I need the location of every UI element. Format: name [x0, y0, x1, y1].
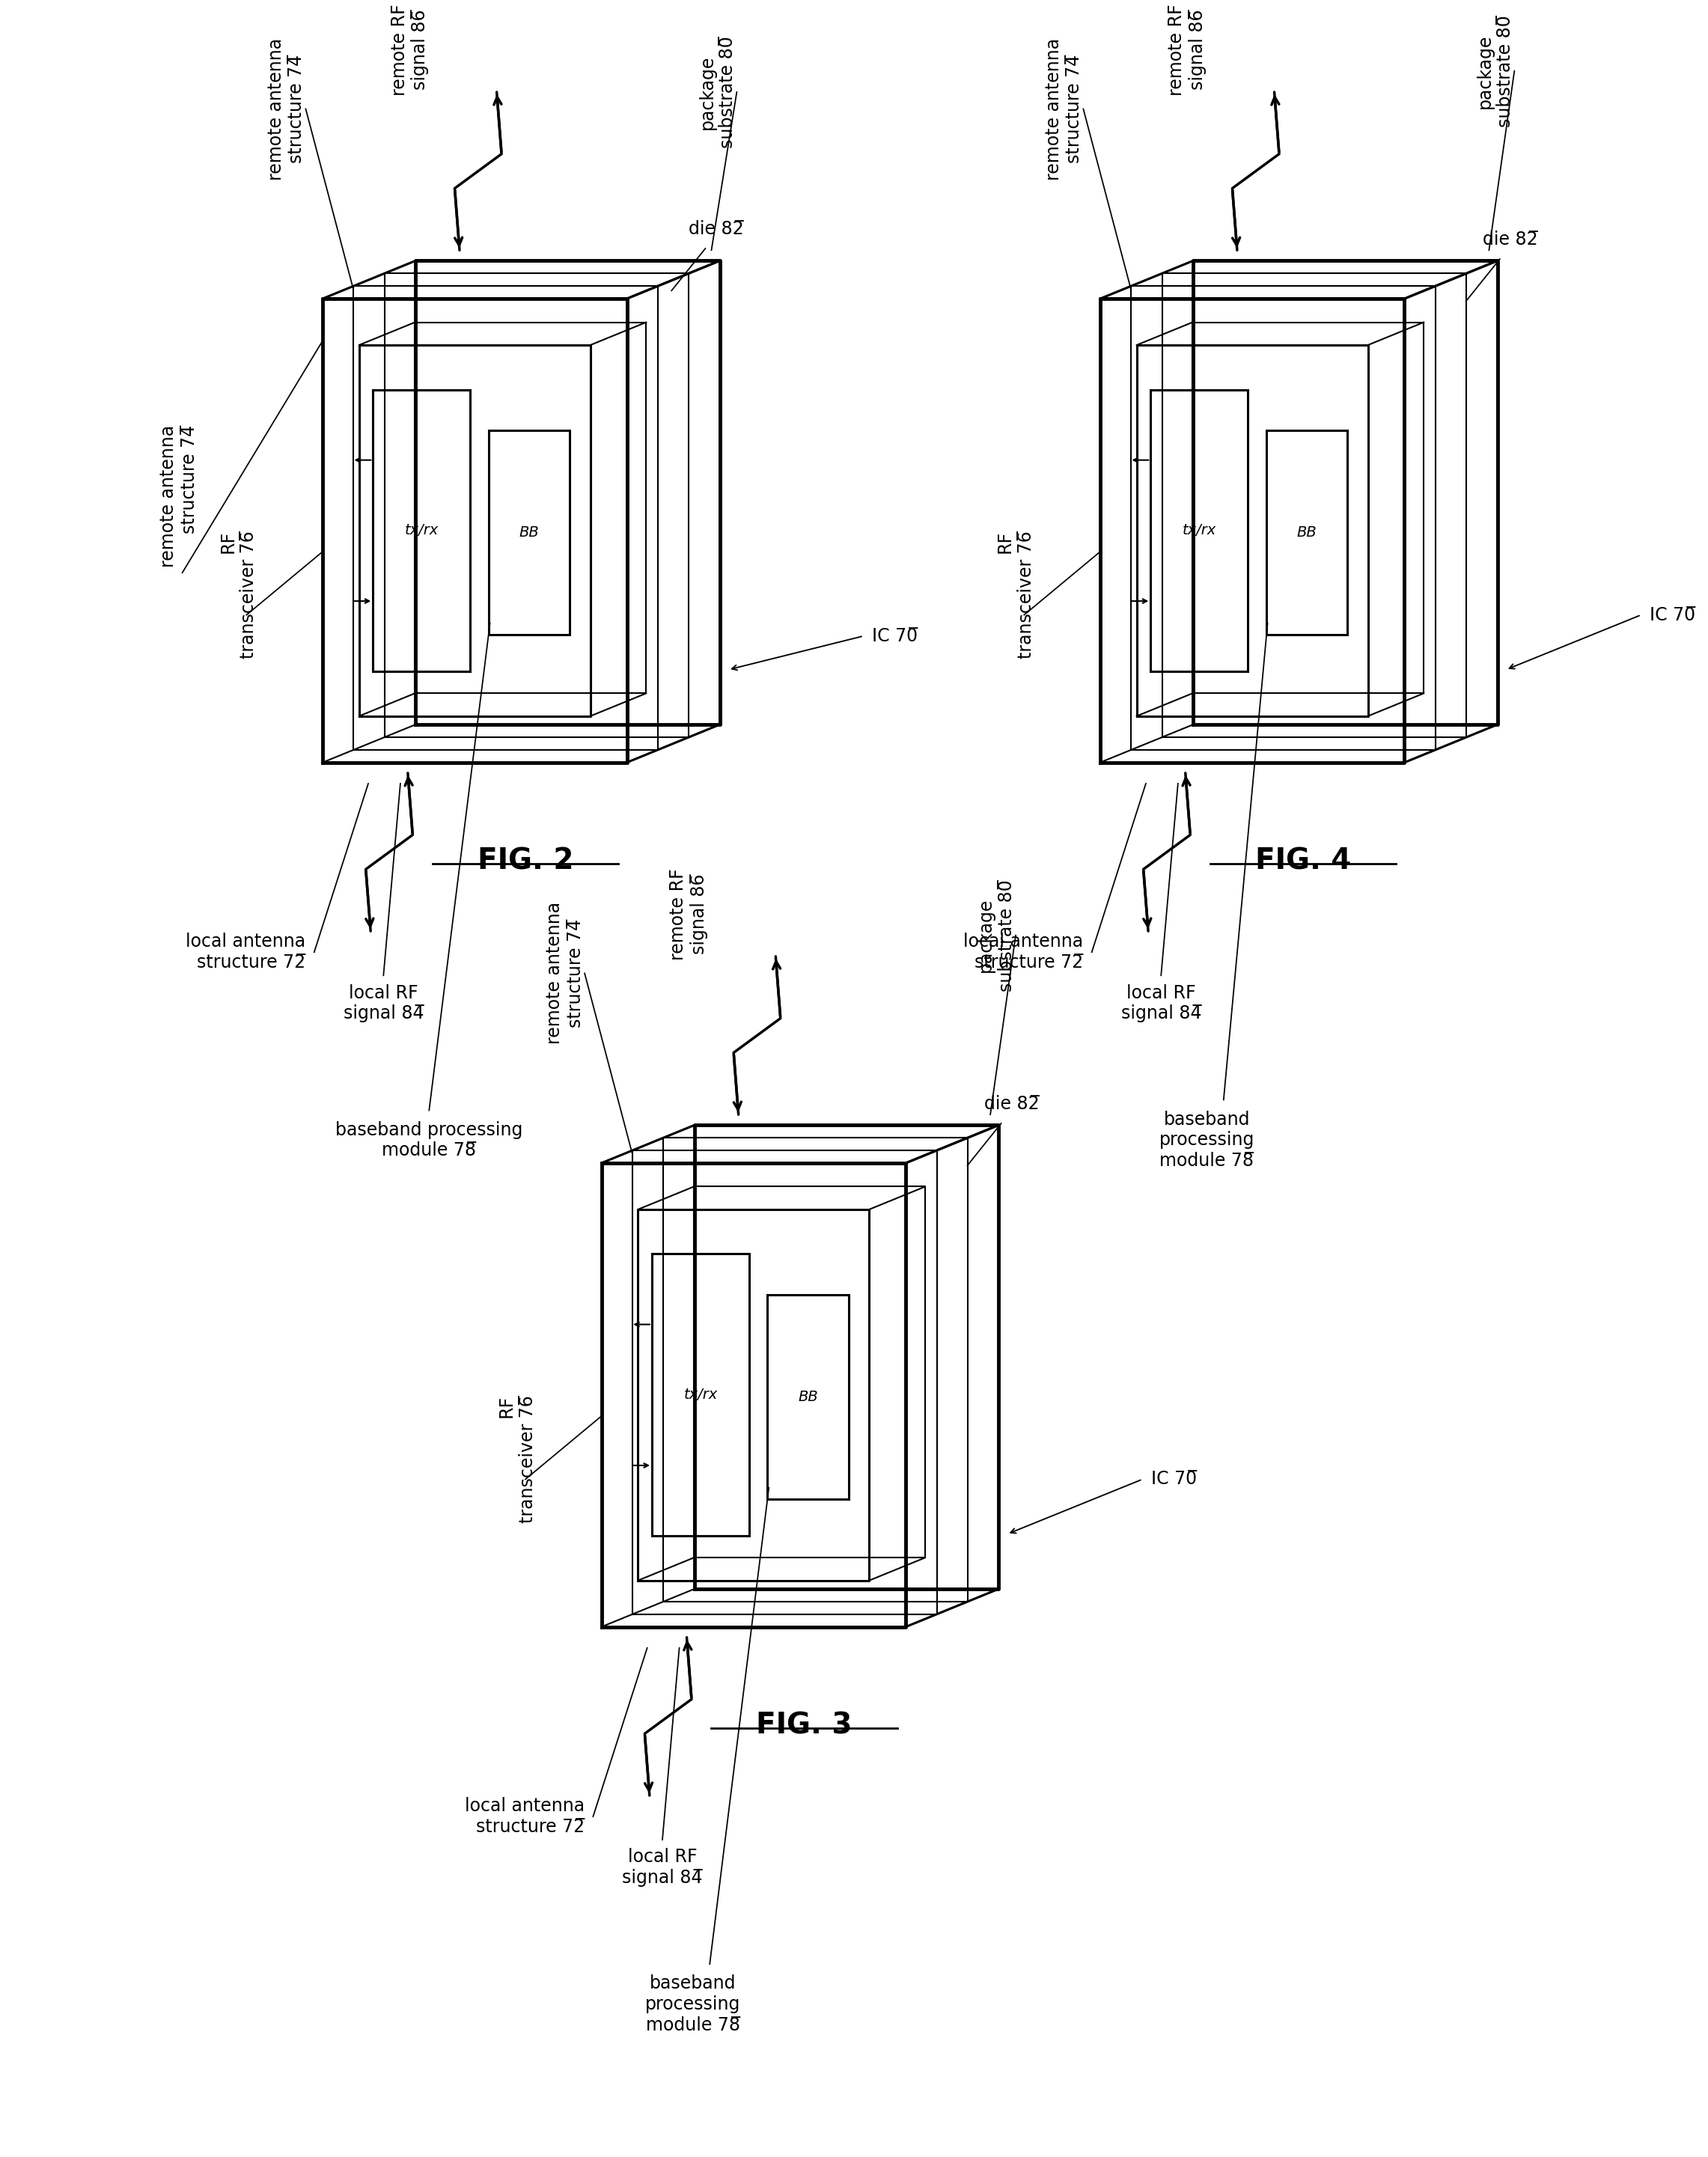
- Text: local antenna
structure 72̅: local antenna structure 72̅: [465, 1797, 584, 1836]
- Text: remote RF
signal 86̅: remote RF signal 86̅: [1168, 4, 1208, 95]
- Text: package
substrate 80̅: package substrate 80̅: [977, 880, 1016, 992]
- Text: die 82̅: die 82̅: [1483, 231, 1537, 248]
- Text: tx/rx: tx/rx: [405, 524, 439, 537]
- Text: FIG. 2: FIG. 2: [477, 848, 574, 876]
- Text: RF
transceiver 76̅: RF transceiver 76̅: [219, 531, 258, 658]
- Text: local antenna
structure 72̅: local antenna structure 72̅: [963, 932, 1083, 971]
- Text: FIG. 3: FIG. 3: [757, 1711, 852, 1739]
- Text: local antenna
structure 72̅: local antenna structure 72̅: [186, 932, 306, 971]
- Text: BB: BB: [519, 526, 540, 539]
- Text: tx/rx: tx/rx: [683, 1387, 717, 1402]
- Text: IC 70̅: IC 70̅: [1650, 606, 1696, 623]
- Text: RF
transceiver 76̅: RF transceiver 76̅: [996, 531, 1035, 658]
- Text: local RF
signal 84̅: local RF signal 84̅: [343, 984, 424, 1022]
- Text: local RF
signal 84̅: local RF signal 84̅: [1120, 984, 1201, 1022]
- Bar: [488, 431, 569, 634]
- Text: die 82̅: die 82̅: [984, 1096, 1040, 1113]
- Text: IC 70̅: IC 70̅: [873, 628, 917, 645]
- Bar: [652, 1253, 750, 1536]
- Text: FIG. 4: FIG. 4: [1255, 848, 1351, 876]
- Text: local RF
signal 84̅: local RF signal 84̅: [622, 1849, 702, 1887]
- Text: IC 70̅: IC 70̅: [1151, 1471, 1197, 1488]
- Text: remote antenna
structure 74̅: remote antenna structure 74̅: [266, 39, 306, 179]
- Bar: [1151, 390, 1249, 671]
- Text: package
substrate 80̅: package substrate 80̅: [1476, 15, 1515, 127]
- Text: BB: BB: [1296, 526, 1317, 539]
- Text: remote antenna
structure 74̅: remote antenna structure 74̅: [547, 902, 584, 1044]
- Bar: [1266, 431, 1348, 634]
- Bar: [767, 1294, 849, 1499]
- Text: die 82̅: die 82̅: [688, 220, 743, 237]
- Bar: [372, 390, 470, 671]
- Text: tx/rx: tx/rx: [1182, 524, 1216, 537]
- Text: RF
transceiver 76̅: RF transceiver 76̅: [497, 1396, 536, 1523]
- Text: remote RF
signal 86̅: remote RF signal 86̅: [670, 869, 709, 960]
- Text: baseband processing
module 78̅: baseband processing module 78̅: [335, 1122, 523, 1160]
- Text: remote antenna
structure 74̅: remote antenna structure 74̅: [159, 425, 198, 567]
- Text: package
substrate 80̅: package substrate 80̅: [699, 37, 736, 149]
- Text: baseband
processing
module 78̅: baseband processing module 78̅: [646, 1974, 741, 2034]
- Text: BB: BB: [798, 1389, 818, 1404]
- Text: remote antenna
structure 74̅: remote antenna structure 74̅: [1045, 39, 1083, 179]
- Text: baseband
processing
module 78̅: baseband processing module 78̅: [1160, 1111, 1254, 1169]
- Text: remote RF
signal 86̅: remote RF signal 86̅: [391, 4, 429, 95]
